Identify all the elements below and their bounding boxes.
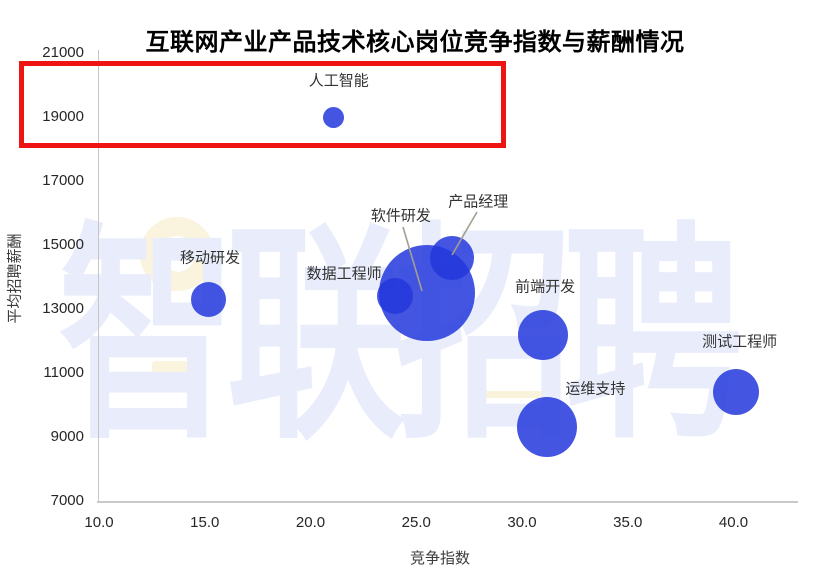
y-tick-label: 9000 — [50, 428, 84, 445]
bubble-frontend-dev — [518, 309, 569, 360]
bubble-ai — [323, 106, 345, 128]
bubble-test-engineer — [712, 369, 759, 416]
zhaopin-logo-tail — [158, 268, 188, 300]
y-tick-label: 7000 — [50, 492, 84, 509]
bubble-label-product-manager: 产品经理 — [448, 193, 509, 211]
bubble-label-data-engineer: 数据工程师 — [306, 265, 382, 283]
bubble-label-frontend-dev: 前端开发 — [515, 278, 576, 296]
y-tick-label: 21000 — [42, 44, 84, 61]
x-tick-label: 20.0 — [295, 514, 326, 531]
y-tick-label: 19000 — [42, 108, 84, 125]
bubble-label-mobile-rd: 移动研发 — [179, 249, 240, 267]
bubble-label-test-engineer: 测试工程师 — [702, 333, 778, 351]
highlight-box — [19, 61, 506, 148]
chart-title: 互联网产业产品技术核心岗位竞争指数与薪酬情况 — [145, 29, 685, 56]
bubble-ops-support — [517, 397, 578, 458]
bubble-label-software-rd: 软件研发 — [370, 207, 431, 225]
bubble-mobile-rd — [191, 281, 227, 317]
y-tick-label: 13000 — [42, 300, 84, 317]
y-tick-label: 15000 — [42, 236, 84, 253]
x-tick-label: 25.0 — [401, 514, 431, 531]
x-axis-title: 竞争指数 — [409, 550, 471, 567]
x-tick-label: 40.0 — [718, 514, 749, 531]
bubble-label-ops-support: 运维支持 — [565, 380, 626, 398]
watermark-text: 智联招聘 — [58, 208, 743, 465]
x-axis-line — [97, 501, 798, 503]
y-tick-label: 17000 — [42, 172, 84, 189]
y-tick-label: 11000 — [43, 364, 84, 381]
x-tick-label: 30.0 — [507, 514, 537, 531]
x-tick-label: 10.0 — [84, 514, 114, 531]
y-axis-line — [98, 50, 99, 502]
y-axis-title: 平均招聘薪酬 — [6, 233, 24, 324]
x-tick-label: 15.0 — [190, 514, 220, 531]
watermark-accent-blob — [152, 361, 188, 379]
x-tick-label: 35.0 — [613, 514, 643, 531]
bubble-product-manager — [430, 235, 475, 280]
bubble-label-ai: 人工智能 — [308, 72, 369, 90]
